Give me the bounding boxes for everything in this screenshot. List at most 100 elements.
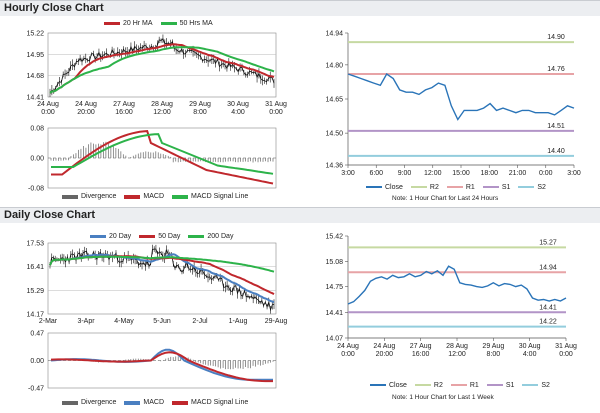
legend-item: 50 Day <box>139 233 180 240</box>
x-tick-label: 27 Aug 16:00 <box>410 343 432 358</box>
legend-item: S2 <box>522 382 550 389</box>
legend-swatch <box>414 384 431 386</box>
y-tick-label: 14.50 <box>325 131 343 138</box>
legend-item: R2 <box>414 381 443 389</box>
y-tick-label: 14.68 <box>26 73 44 80</box>
hourly-1w-pivot-legend: Close R2 R1 S1 S2 <box>370 381 558 389</box>
level-r2-label: 14.90 <box>547 34 565 41</box>
y-tick-label: 14.36 <box>325 163 343 170</box>
daily-section-title: Daily Close Chart <box>4 209 96 221</box>
legend-label: Divergence <box>81 399 117 406</box>
legend-item: 50 Hrs MA <box>160 20 213 27</box>
x-tick-label: 30 Aug 4:00 <box>519 343 541 358</box>
x-tick-label: 3-Apr <box>77 318 95 325</box>
legend-swatch <box>366 186 382 188</box>
legend-swatch <box>450 384 467 386</box>
daily-macd-chart: 0.47 0.00 -0.47 <box>28 331 277 393</box>
legend-swatch <box>104 22 120 25</box>
macd-signal-line <box>51 133 274 175</box>
hourly-macd-legend: Divergence MACD MACD Signal Line <box>62 193 256 201</box>
x-tick-label: 24 Aug 20:00 <box>75 101 97 116</box>
x-tick-label: 6:00 <box>369 170 383 177</box>
y-tick-label: 15.08 <box>325 259 343 266</box>
hourly-section-title: Hourly Close Chart <box>4 2 104 14</box>
hourly-price-legend: 20 Hr MA 50 Hrs MA <box>104 20 221 27</box>
legend-swatch <box>518 186 535 188</box>
x-tick-label: 29 Aug 8:00 <box>189 101 211 116</box>
legend-item: 20 Day <box>90 233 131 240</box>
x-tick-label: 30 Aug 4:00 <box>227 101 249 116</box>
y-tick-label: 0.00 <box>30 156 44 163</box>
x-tick-label: 24 Aug 0:00 <box>337 343 359 358</box>
level-r1-label: 14.76 <box>547 66 565 73</box>
hourly-title-bar <box>0 0 600 16</box>
daily-macd-legend: Divergence MACD MACD Signal Line <box>62 399 256 407</box>
legend-swatch <box>124 400 141 405</box>
x-tick-label: 27 Aug 16:00 <box>113 101 135 116</box>
legend-swatch <box>482 186 499 188</box>
y-tick-label: 14.94 <box>325 31 343 38</box>
y-tick-label: 14.75 <box>325 284 343 291</box>
x-tick-label: 0:00 <box>539 170 553 177</box>
macd-signal-line <box>50 351 273 383</box>
legend-swatch <box>188 235 205 238</box>
legend-item: S1 <box>482 183 511 191</box>
legend-item: R1 <box>446 184 475 191</box>
legend-swatch <box>370 384 386 386</box>
legend-item: Close <box>366 184 403 191</box>
hourly-macd-chart: 0.08 0.00 -0.08 <box>28 126 277 193</box>
legend-label: R1 <box>469 381 479 389</box>
legend-item: MACD <box>124 399 164 406</box>
x-tick-label: 2-Mar <box>39 318 58 325</box>
y-tick-label: 0.08 <box>30 126 44 133</box>
legend-item: 20 Hr MA <box>104 20 153 27</box>
y-tick-label: 15.22 <box>26 31 44 38</box>
legend-swatch <box>410 186 427 188</box>
hourly-24h-note: Note: 1 Hour Chart for Last 24 Hours <box>392 195 499 202</box>
x-tick-label: 28 Aug 12:00 <box>446 343 468 358</box>
legend-swatch <box>172 400 189 405</box>
legend-item: R2 <box>410 183 439 191</box>
x-tick-label: 31 Aug 0:00 <box>555 343 577 358</box>
legend-label: MACD <box>143 399 165 406</box>
y-tick-label: 14.07 <box>325 336 343 343</box>
legend-label: MACD <box>143 193 165 200</box>
close-line <box>347 72 575 121</box>
legend-label: S1 <box>501 183 511 191</box>
legend-label: R2 <box>433 381 443 389</box>
legend-swatch <box>522 384 539 386</box>
legend-item: MACD Signal Line <box>172 193 248 200</box>
ma-20hr-line <box>49 43 275 94</box>
y-tick-label: 14.41 <box>325 310 343 317</box>
legend-label: Close <box>385 183 403 191</box>
legend-item: Divergence <box>62 399 116 406</box>
macd-line <box>51 130 274 185</box>
x-tick-label: 2-Jul <box>192 318 208 325</box>
x-tick-label: 24 Aug 20:00 <box>373 343 395 358</box>
close-line <box>347 265 567 305</box>
legend-label: S1 <box>505 381 515 389</box>
x-tick-label: 1-Aug <box>229 318 248 325</box>
legend-swatch <box>172 194 189 199</box>
ma-50hr-line <box>49 46 275 94</box>
plot-frame <box>47 242 277 315</box>
close-price-line <box>49 37 275 94</box>
x-tick-label: 31 Aug 0:00 <box>265 101 287 116</box>
legend-label: 200 Day <box>207 233 234 240</box>
x-tick-label: 18:00 <box>480 170 498 177</box>
y-tick-label: 14.41 <box>26 95 44 102</box>
y-tick-label: 14.65 <box>325 97 343 104</box>
hourly-24h-pivot-legend: Close R2 R1 S1 S2 <box>366 183 554 191</box>
legend-label: R2 <box>429 183 439 191</box>
close-price-line <box>49 248 275 312</box>
legend-swatch <box>160 22 177 25</box>
legend-item: MACD <box>124 193 164 200</box>
legend-swatch <box>62 194 78 199</box>
daily-price-legend: 20 Day 50 Day 200 Day <box>90 233 241 240</box>
y-tick-label: -0.08 <box>28 186 44 193</box>
x-tick-label: 3:00 <box>567 170 581 177</box>
level-r1-label: 14.94 <box>539 264 557 271</box>
legend-item: S1 <box>486 381 515 389</box>
